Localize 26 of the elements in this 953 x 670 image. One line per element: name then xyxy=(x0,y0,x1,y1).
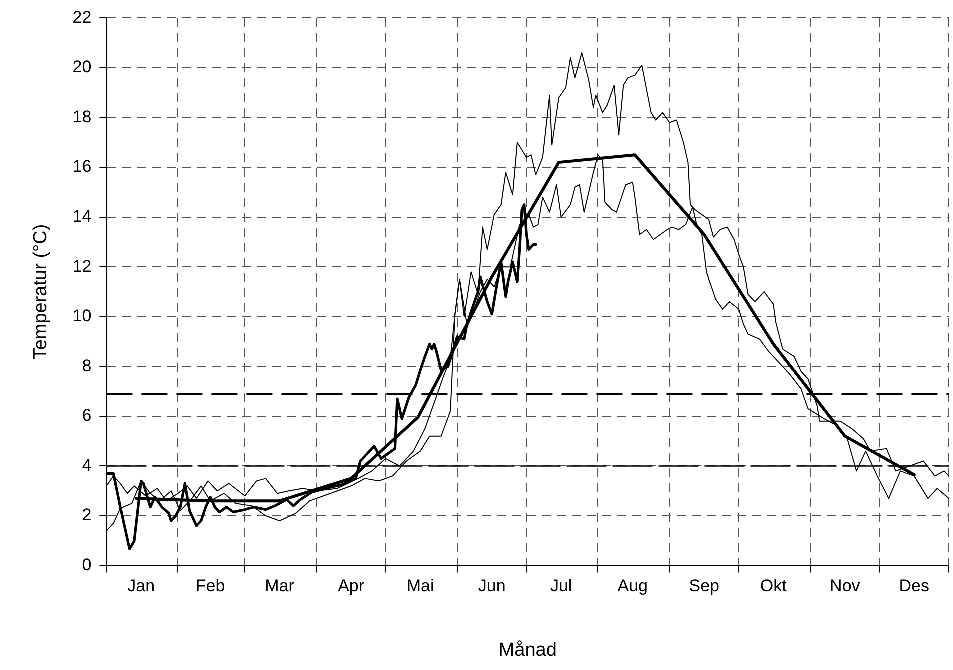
x-tick-label: Des xyxy=(899,576,930,596)
y-tick-label: 0 xyxy=(82,555,92,574)
y-axis-title: Temperatur (°C) xyxy=(30,224,52,360)
y-tick-label: 16 xyxy=(72,157,92,176)
y-tick-label: 8 xyxy=(82,356,92,376)
x-tick-label: Jun xyxy=(478,576,506,596)
x-tick-label: Jul xyxy=(550,576,572,596)
y-tick-label: 12 xyxy=(72,256,92,276)
x-tick-label: Mai xyxy=(406,576,434,596)
x-tick-label: Mar xyxy=(265,576,295,596)
y-tick-label: 2 xyxy=(82,506,92,525)
x-tick-label: Sep xyxy=(689,576,720,596)
x-tick-label: Apr xyxy=(338,576,365,596)
x-tick-label: Feb xyxy=(196,576,226,596)
y-tick-label: 6 xyxy=(82,406,92,426)
y-tick-label: 10 xyxy=(72,306,92,326)
y-tick-label: 22 xyxy=(72,8,92,27)
x-tick-label: Jan xyxy=(128,576,156,596)
y-tick-label: 14 xyxy=(72,207,92,226)
x-tick-label: Okt xyxy=(760,576,788,596)
x-tick-label: Aug xyxy=(618,576,648,596)
x-axis-title: Månad xyxy=(498,640,557,661)
x-tick-label: Nov xyxy=(830,576,861,596)
y-tick-label: 18 xyxy=(72,107,92,126)
y-tick-label: 4 xyxy=(82,456,92,475)
y-tick-label: 20 xyxy=(72,58,92,77)
